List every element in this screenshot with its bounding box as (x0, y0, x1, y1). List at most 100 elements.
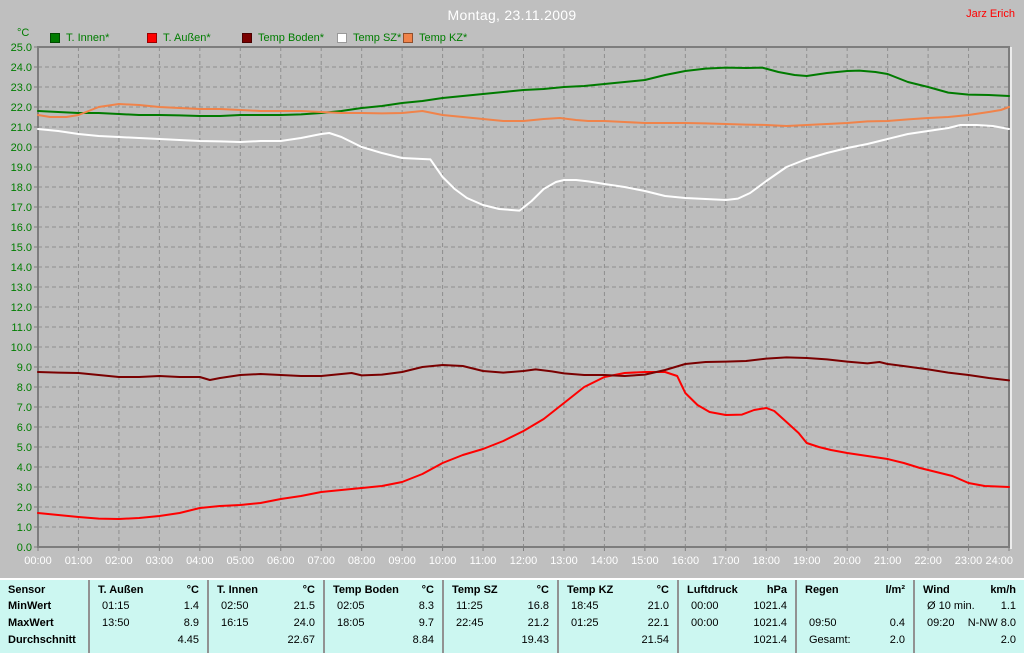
y-tick-label: 3.0 (17, 482, 32, 494)
table-cell: 13:50 8.9 (90, 615, 207, 632)
legend-swatch-icon (337, 33, 347, 43)
series-line (37, 371, 1010, 520)
titlebar: Montag, 23.11.2009 Jarz Erich (0, 0, 1024, 28)
x-tick-label: 05:00 (227, 555, 255, 567)
cell-time: 22:45 (456, 617, 484, 629)
legend-swatch-icon (403, 33, 413, 43)
legend-swatch-icon (242, 33, 252, 43)
table-cell: 16:15 24.0 (209, 615, 323, 632)
y-tick-label: 21.0 (11, 122, 32, 134)
x-tick-label: 03:00 (146, 555, 174, 567)
cell-time: 02:50 (221, 600, 249, 612)
cell-time: 00:00 (691, 600, 719, 612)
table-column: Wind km/h Ø 10 min. 1.1 09:20 N-NW 8.0 2.0 (913, 580, 1024, 653)
x-tick-label: 13:00 (550, 555, 578, 567)
legend-label: T. Innen* (66, 32, 110, 44)
table-column-header: Luftdruck hPa (679, 580, 795, 598)
legend-swatch-icon (50, 33, 60, 43)
cell-value: 22.1 (647, 617, 669, 629)
sensor-stats-table: Sensor MinWert MaxWert Durchschnitt T. Außen… (0, 578, 1024, 653)
cell-time (679, 632, 691, 649)
cell-time: 18:05 (337, 617, 365, 629)
table-cell: 09:20 N-NW 8.0 (915, 615, 1024, 632)
x-tick-label: 01:00 (65, 555, 93, 567)
cell-value: 21.2 (527, 617, 549, 629)
y-tick-label: 4.0 (17, 462, 32, 474)
cell-value (905, 598, 913, 615)
table-column-header: T. Innen °C (209, 580, 323, 598)
table-cell: 22.67 (209, 632, 323, 649)
cell-time: 09:50 (809, 617, 837, 629)
y-tick-label: 17.0 (11, 202, 32, 214)
series-line (37, 103, 1010, 127)
x-tick-label: 22:00 (914, 555, 942, 567)
y-tick-label: 0.0 (17, 542, 32, 554)
series-line (37, 124, 1010, 212)
legend-item: T. Außen* (147, 32, 211, 44)
table-column: Luftdruck hPa 00:00 1021.4 00:00 1021.4 1021.4 (677, 580, 795, 653)
legend-label: Temp KZ* (419, 32, 468, 44)
cell-value: 8.84 (412, 634, 434, 646)
cell-value: 1021.4 (753, 600, 787, 612)
cell-time: 01:25 (571, 617, 599, 629)
x-tick-label: 23:00 (955, 555, 983, 567)
cell-value: 1.1 (1000, 600, 1016, 612)
cell-time: 11:25 (456, 600, 483, 612)
x-tick-label: 17:00 (712, 555, 740, 567)
x-tick-label: 18:00 (752, 555, 780, 567)
sensor-unit: °C (302, 584, 315, 596)
cell-time (90, 632, 102, 649)
table-cell (797, 598, 913, 615)
x-tick-label: 19:00 (793, 555, 821, 567)
legend-label: Temp SZ* (353, 32, 402, 44)
cell-time (797, 598, 809, 615)
table-cell: 18:05 9.7 (325, 615, 442, 632)
cell-value: 0.4 (889, 617, 905, 629)
y-tick-label: 12.0 (11, 302, 32, 314)
cell-value: 22.67 (287, 634, 315, 646)
legend-swatch-icon (147, 33, 157, 43)
cell-value: 16.8 (527, 600, 549, 612)
cell-time: 09:20 (927, 617, 955, 629)
table-column: Regen l/m² 09:50 0.4 Gesamt: 2.0 (795, 580, 913, 653)
x-tick-label: 09:00 (388, 555, 416, 567)
table-cell: 00:00 1021.4 (679, 598, 795, 615)
cell-value: 1021.4 (753, 634, 787, 646)
y-tick-label: 15.0 (11, 242, 32, 254)
legend-item: Temp Boden* (242, 32, 324, 44)
legend-item: Temp SZ* (337, 32, 401, 44)
y-tick-label: 2.0 (17, 502, 32, 514)
x-tick-label: 24:00 (985, 555, 1013, 567)
y-axis-unit-label: °C (17, 27, 30, 39)
cell-time (325, 632, 337, 649)
y-tick-label: 6.0 (17, 422, 32, 434)
cell-value: 21.54 (641, 634, 669, 646)
table-cell: 19.43 (444, 632, 557, 649)
table-cell: 2.0 (915, 632, 1024, 649)
y-tick-label: 13.0 (11, 282, 32, 294)
table-cell: 22:45 21.2 (444, 615, 557, 632)
cell-time: 13:50 (102, 617, 130, 629)
chart-legend: T. Innen* T. Außen* Temp Boden* Temp SZ* Tem… (0, 32, 1024, 46)
cell-time: 02:05 (337, 600, 365, 612)
cell-time (209, 632, 221, 649)
sensor-name: Temp Boden (333, 584, 399, 596)
y-tick-label: 8.0 (17, 382, 32, 394)
cell-value: 1021.4 (753, 617, 787, 629)
sensor-unit: °C (656, 584, 669, 596)
legend-label: Temp Boden* (258, 32, 325, 44)
table-cell: 02:05 8.3 (325, 598, 442, 615)
cell-time: 01:15 (102, 600, 130, 612)
sensor-name: Temp SZ (452, 584, 498, 596)
sensor-unit: °C (536, 584, 549, 596)
x-tick-label: 15:00 (631, 555, 659, 567)
y-tick-label: 19.0 (11, 162, 32, 174)
cell-time: 18:45 (571, 600, 599, 612)
cell-value: 21.0 (647, 600, 669, 612)
table-row-label: MaxWert (8, 617, 54, 629)
table-cell: 00:00 1021.4 (679, 615, 795, 632)
x-tick-label: 06:00 (267, 555, 295, 567)
sensor-unit: °C (186, 584, 199, 596)
x-tick-label: 00:00 (24, 555, 52, 567)
x-tick-label: 02:00 (105, 555, 133, 567)
